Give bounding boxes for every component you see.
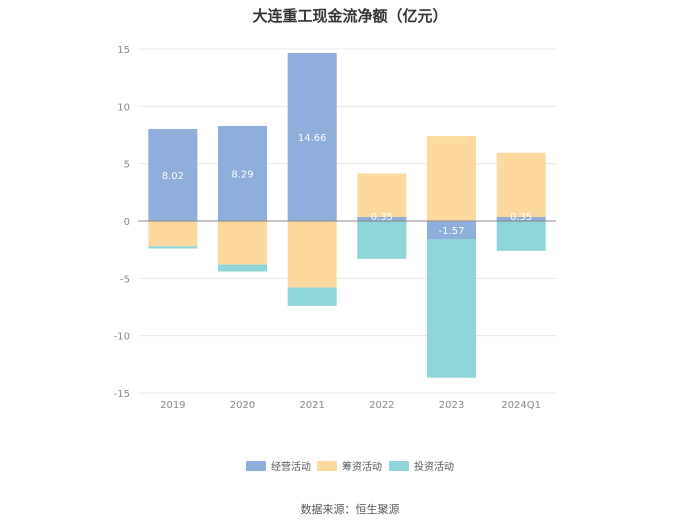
y-tick-label: 5: [124, 160, 130, 171]
legend-swatch: [317, 461, 337, 471]
x-tick-label: 2022: [369, 400, 394, 411]
x-tick-label: 2024Q1: [501, 400, 541, 411]
x-tick-label: 2019: [160, 400, 185, 411]
bar-operating-2020: [218, 125, 267, 221]
bar-investing-2021: [287, 287, 337, 306]
y-tick-label: -15: [114, 389, 130, 400]
bar-investing-2019: [148, 246, 198, 249]
bar-financing-2022: [357, 173, 407, 217]
bar-investing-2020: [218, 264, 267, 272]
x-axis: 2019 2020 2021 2022 2023 2024Q1: [160, 400, 541, 411]
data-label: 14.66: [298, 133, 327, 144]
bar-operating-2024Q1: [496, 216, 546, 221]
bar-operating-2021: [287, 52, 337, 221]
data-label: 8.02: [162, 171, 184, 182]
bar-operating-2023: [427, 221, 476, 240]
bars: [148, 52, 546, 378]
y-tick-label: 15: [117, 45, 130, 56]
source-note: 数据来源：恒生聚源: [300, 503, 400, 516]
legend: 经营活动 筹资活动 投资活动: [246, 460, 454, 473]
grid-lines: [138, 48, 556, 394]
x-tick-label: 2023: [439, 400, 464, 411]
chart-title: 大连重工现金流净额（亿元）: [252, 7, 448, 25]
legend-label: 经营活动: [271, 460, 311, 473]
y-axis: 15 10 5 0 -5 -10 -15: [114, 45, 130, 400]
data-label: 8.29: [231, 169, 253, 180]
bar-financing-2024Q1: [496, 152, 546, 217]
data-label: 0.35: [510, 212, 532, 223]
y-tick-label: 0: [124, 217, 130, 228]
bar-financing-2020: [218, 221, 267, 265]
bar-investing-2022: [357, 221, 407, 259]
x-tick-label: 2021: [299, 400, 324, 411]
x-tick-label: 2020: [230, 400, 255, 411]
bar-operating-2019: [148, 129, 198, 221]
legend-swatch: [246, 461, 266, 471]
bar-financing-2021: [287, 221, 337, 288]
data-labels: 8.02 8.29 14.66 0.35 -1.57 0.35: [162, 133, 533, 237]
bar-investing-2023: [427, 239, 476, 378]
data-label: 0.35: [371, 212, 393, 223]
bar-financing-2019: [148, 221, 198, 247]
y-tick-label: -5: [120, 274, 130, 285]
bar-financing-2023: [427, 136, 476, 221]
y-tick-label: 10: [117, 102, 130, 113]
data-label: -1.57: [439, 226, 465, 237]
bar-operating-2022: [357, 216, 407, 221]
legend-swatch: [389, 461, 409, 471]
y-tick-label: -10: [114, 332, 130, 343]
legend-label: 投资活动: [414, 460, 454, 473]
bar-investing-2024Q1: [496, 221, 546, 251]
legend-label: 筹资活动: [342, 460, 382, 473]
